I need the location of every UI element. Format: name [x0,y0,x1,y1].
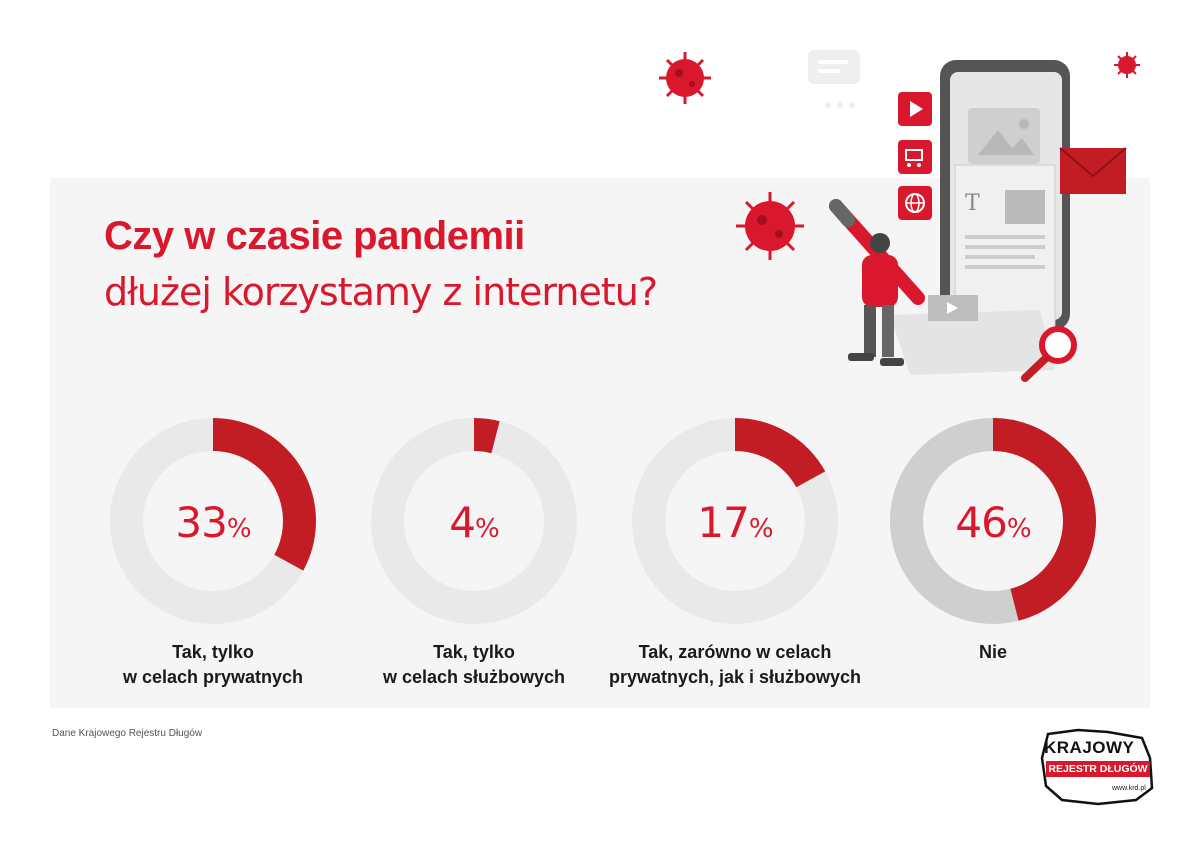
logo-url: www.krd.pl [1112,785,1146,792]
donut-segment [474,418,500,454]
value-unit: % [226,514,252,544]
value-unit: % [748,514,774,544]
donut-value-4: 46% [890,498,1096,547]
donut-segment [213,418,316,571]
virus-icon [736,192,804,260]
label-line: Tak, zarówno w celach [638,642,832,662]
donut-value-1: 33% [110,498,316,547]
category-label-1: Tak, tylko w celach prywatnych [68,640,358,690]
page-title: Czy w czasie pandemii [104,214,525,258]
donut-chart-3 [632,418,838,624]
value-number: 33 [175,498,227,547]
play-icon [898,92,932,126]
donut-segment [993,418,1096,621]
chat-bubble-icon [808,50,860,108]
value-number: 46 [955,498,1007,547]
envelope-icon [1059,147,1127,194]
logo-text-top: KRAJOWY [1044,738,1135,757]
donut-value-3: 17% [632,498,838,547]
cart-icon [898,140,932,174]
label-line: w celach prywatnych [122,667,304,687]
label-line: Tak, tylko [172,642,254,662]
donut-segment [735,418,826,488]
svg-text:T: T [965,191,980,216]
internet-illustration: T [659,50,1140,382]
donut-chart-2 [371,418,577,624]
globe-icon [898,186,932,220]
donut-chart-1 [110,418,316,624]
magnifier-icon [1021,326,1077,382]
label-line: w celach służbowych [382,667,566,687]
value-number: 4 [449,498,476,547]
value-number: 17 [697,498,749,547]
image-icon [978,119,1034,155]
source-note: Dane Krajowego Rejestru Długów [52,728,203,739]
label-line: Nie [978,642,1007,662]
newspaper-illustration: T [890,164,1056,375]
value-unit: % [475,514,500,544]
person-illustration [829,199,925,366]
category-label-3: Tak, zarówno w celach prywatnych, jak i s… [590,640,880,690]
label-line: prywatnych, jak i służbowych [608,667,862,687]
virus-icon [1114,52,1140,78]
donut-chart-4 [890,418,1096,624]
value-unit: % [1006,514,1032,544]
page-subtitle: dłużej korzystamy z internetu? [104,270,658,314]
logo-text-band: REJESTR DŁUGÓW [1046,761,1150,777]
category-label-4: Nie [848,640,1138,665]
virus-icon [659,52,711,104]
donut-value-2: 4% [371,498,577,547]
label-line: Tak, tylko [433,642,515,662]
category-label-2: Tak, tylko w celach służbowych [329,640,619,690]
